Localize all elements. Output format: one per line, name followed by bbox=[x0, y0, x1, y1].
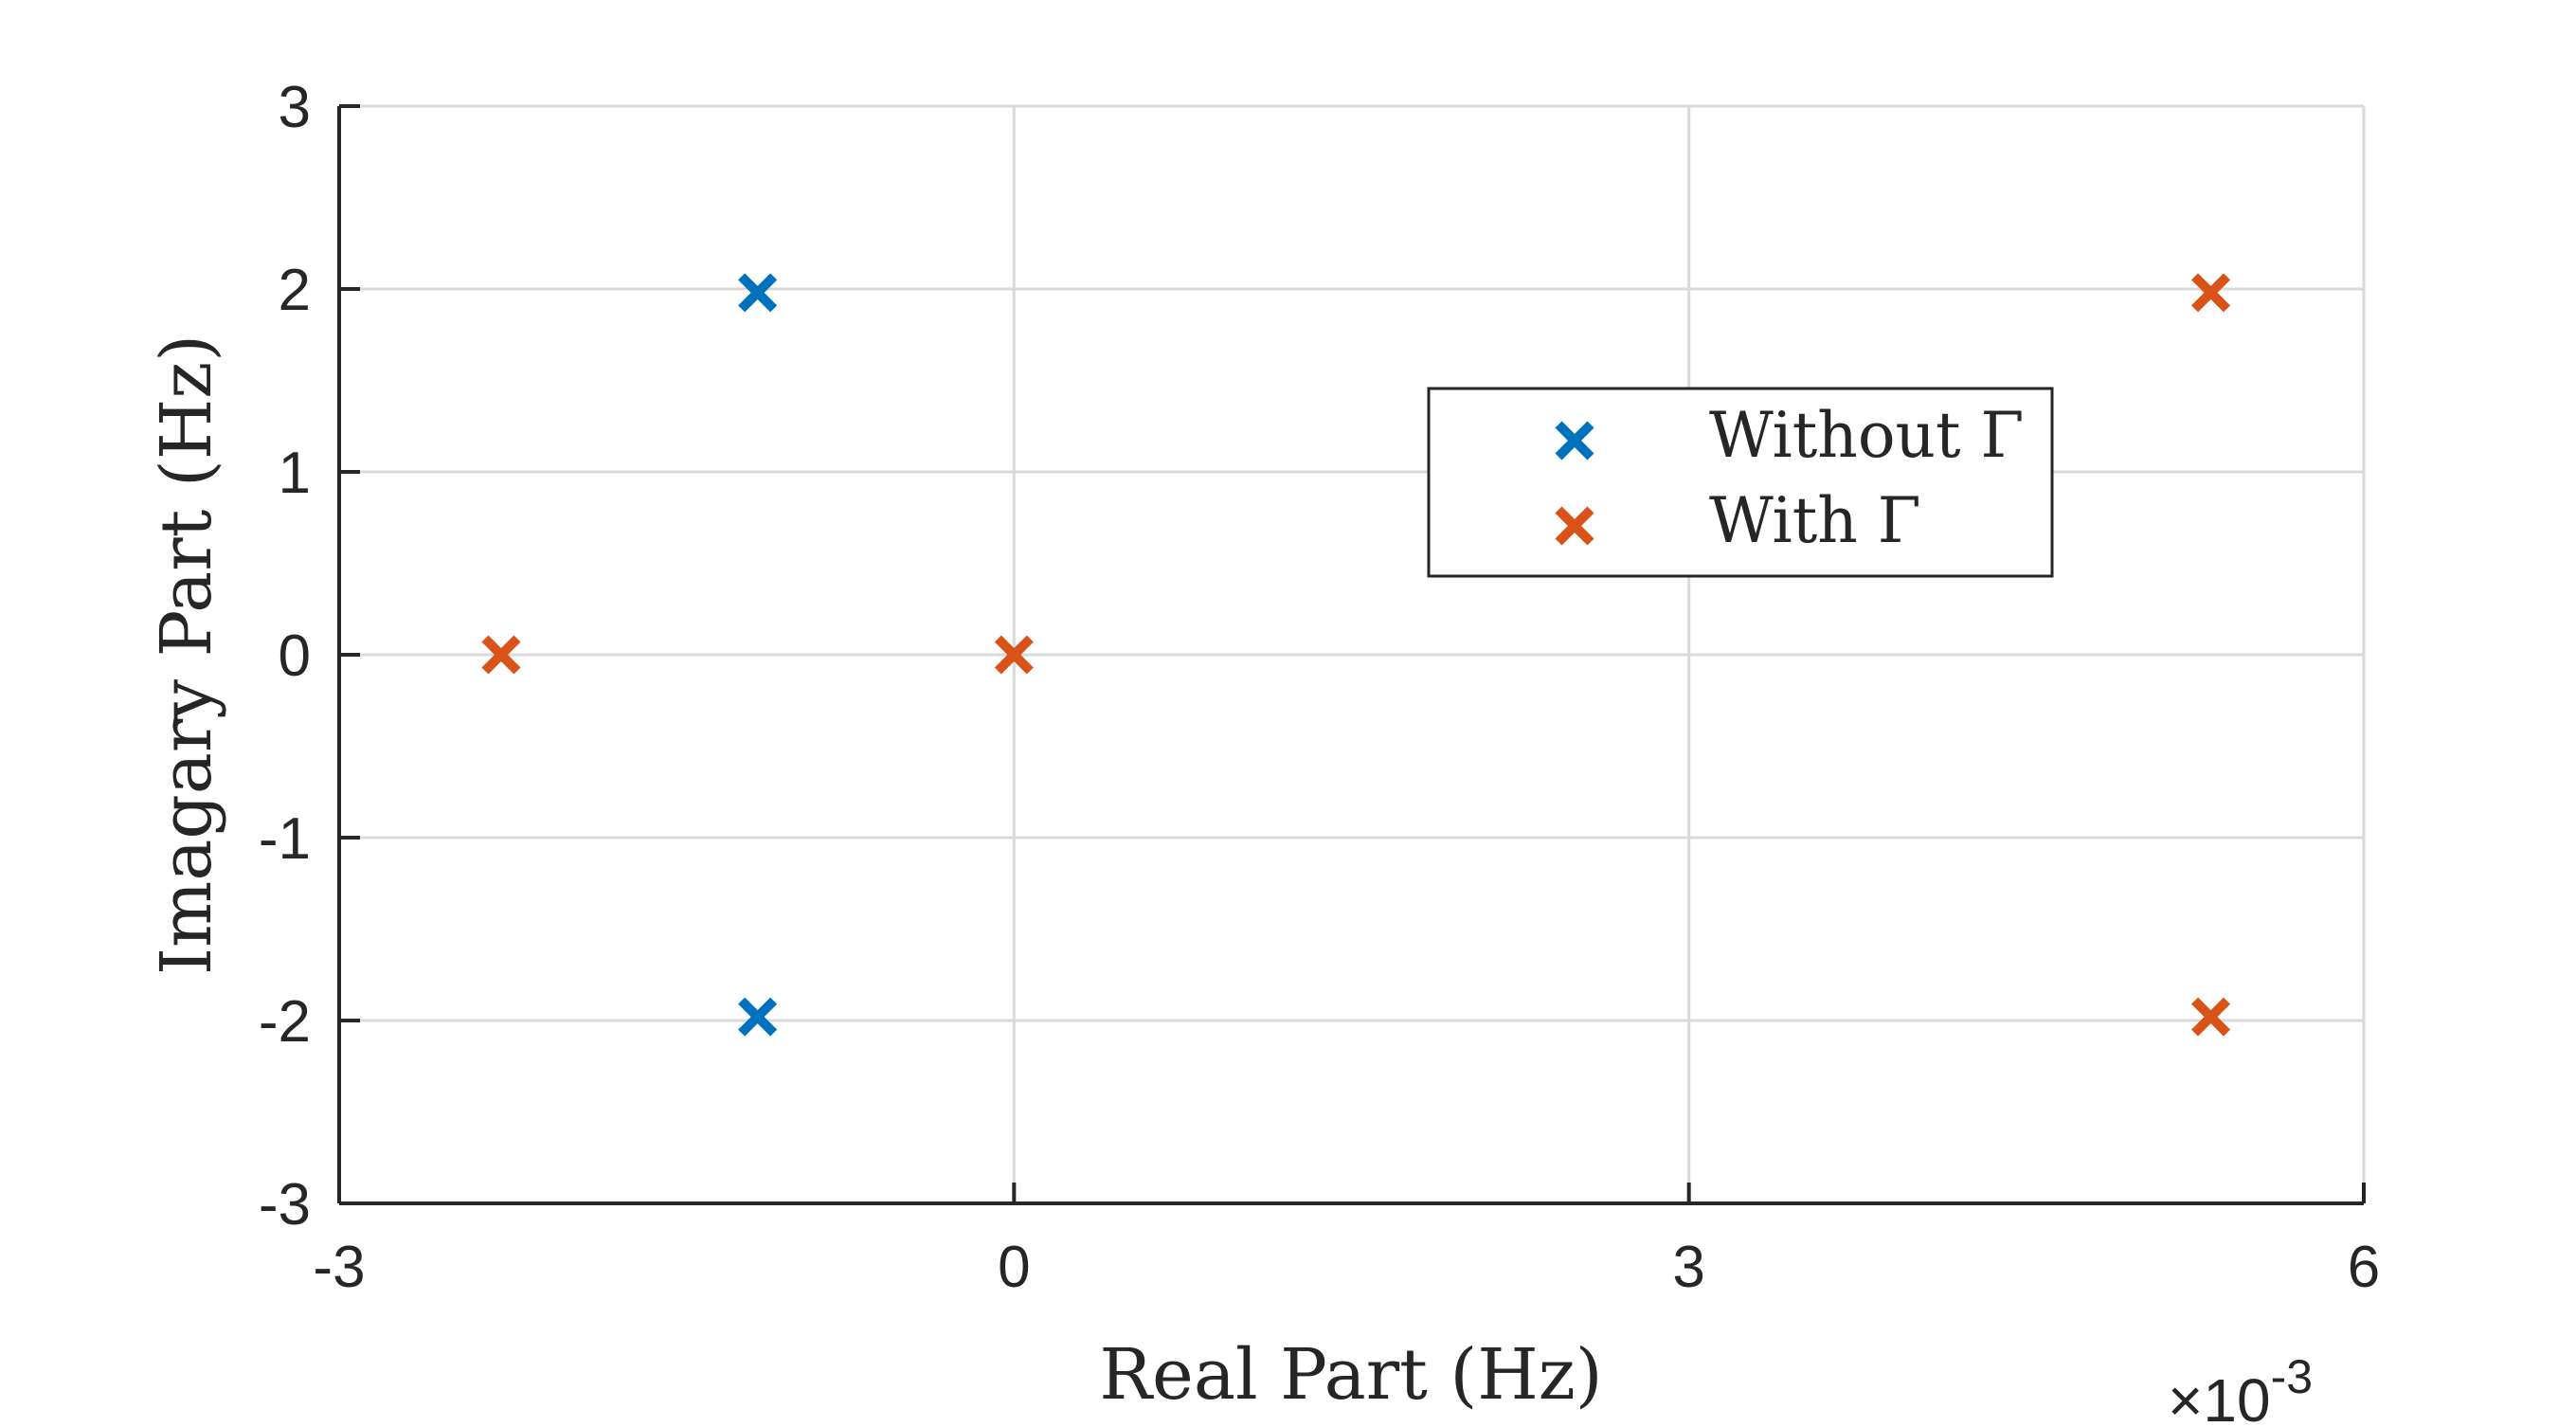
data-point-series-1 bbox=[2191, 997, 2231, 1037]
x-tick-label: 0 bbox=[998, 1235, 1030, 1300]
x-axis-label: Real Part (Hz) bbox=[1099, 1334, 1602, 1416]
y-tick-label: 0 bbox=[279, 623, 311, 689]
grid bbox=[337, 104, 2366, 1205]
x-tick-label: 3 bbox=[1672, 1235, 1704, 1300]
data-point-series-0 bbox=[738, 997, 778, 1037]
data-point-series-1 bbox=[994, 635, 1034, 675]
y-tick-label: 1 bbox=[279, 441, 311, 506]
x-axis-multiplier: ×10-3 bbox=[2168, 1350, 2313, 1427]
legend-label-with-gamma: With Γ bbox=[1709, 484, 1921, 557]
y-tick-label: -1 bbox=[259, 806, 311, 872]
legend-marker-with-gamma bbox=[1555, 506, 1594, 546]
legend: Without Γ With Γ bbox=[1427, 387, 2054, 578]
data-point-series-1 bbox=[2191, 273, 2231, 313]
x-axis-multiplier-exponent: -3 bbox=[2271, 1350, 2313, 1403]
y-tick-label: 3 bbox=[279, 75, 311, 140]
x-tick-label: 6 bbox=[2348, 1235, 2380, 1300]
data-points bbox=[481, 273, 2231, 1037]
x-axis-multiplier-base: ×10 bbox=[2168, 1366, 2271, 1427]
x-tick-label: -3 bbox=[313, 1235, 365, 1300]
y-tick-label: -2 bbox=[259, 989, 311, 1055]
legend-label-without-gamma: Without Γ bbox=[1709, 399, 2024, 472]
y-tick-label: -3 bbox=[259, 1172, 311, 1237]
tick-labels: -3 0 3 6 -3 -2 -1 0 1 2 3 bbox=[259, 75, 2380, 1300]
y-axis-label: Imagary Part (Hz) bbox=[146, 334, 227, 975]
legend-marker-x bbox=[1555, 421, 1594, 461]
legend-marker-x bbox=[1555, 506, 1594, 546]
data-point-series-1 bbox=[481, 635, 521, 675]
legend-marker-without-gamma bbox=[1555, 421, 1594, 461]
data-point-series-0 bbox=[738, 273, 778, 313]
axes bbox=[337, 104, 2366, 1205]
y-tick-label: 2 bbox=[279, 258, 311, 323]
legend-box bbox=[1427, 387, 2054, 578]
